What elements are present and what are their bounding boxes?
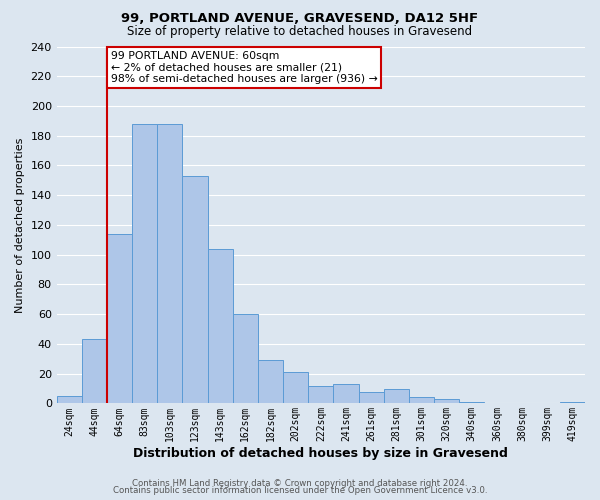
Bar — [459, 402, 484, 404]
Text: Contains public sector information licensed under the Open Government Licence v3: Contains public sector information licen… — [113, 486, 487, 495]
Bar — [308, 386, 334, 404]
Bar — [82, 340, 107, 404]
Bar — [107, 234, 132, 404]
Bar — [132, 124, 157, 404]
Bar — [434, 399, 459, 404]
Text: Contains HM Land Registry data © Crown copyright and database right 2024.: Contains HM Land Registry data © Crown c… — [132, 478, 468, 488]
Text: Size of property relative to detached houses in Gravesend: Size of property relative to detached ho… — [127, 25, 473, 38]
Bar — [208, 249, 233, 404]
Text: 99 PORTLAND AVENUE: 60sqm
← 2% of detached houses are smaller (21)
98% of semi-d: 99 PORTLAND AVENUE: 60sqm ← 2% of detach… — [111, 51, 377, 84]
Bar — [56, 396, 82, 404]
Bar — [283, 372, 308, 404]
Y-axis label: Number of detached properties: Number of detached properties — [15, 138, 25, 312]
Bar — [359, 392, 384, 404]
Text: 99, PORTLAND AVENUE, GRAVESEND, DA12 5HF: 99, PORTLAND AVENUE, GRAVESEND, DA12 5HF — [121, 12, 479, 26]
Bar — [233, 314, 258, 404]
Bar — [560, 402, 585, 404]
Bar — [334, 384, 359, 404]
Bar — [182, 176, 208, 404]
Bar — [409, 398, 434, 404]
Bar — [258, 360, 283, 404]
Bar — [384, 388, 409, 404]
Bar — [157, 124, 182, 404]
X-axis label: Distribution of detached houses by size in Gravesend: Distribution of detached houses by size … — [133, 447, 508, 460]
